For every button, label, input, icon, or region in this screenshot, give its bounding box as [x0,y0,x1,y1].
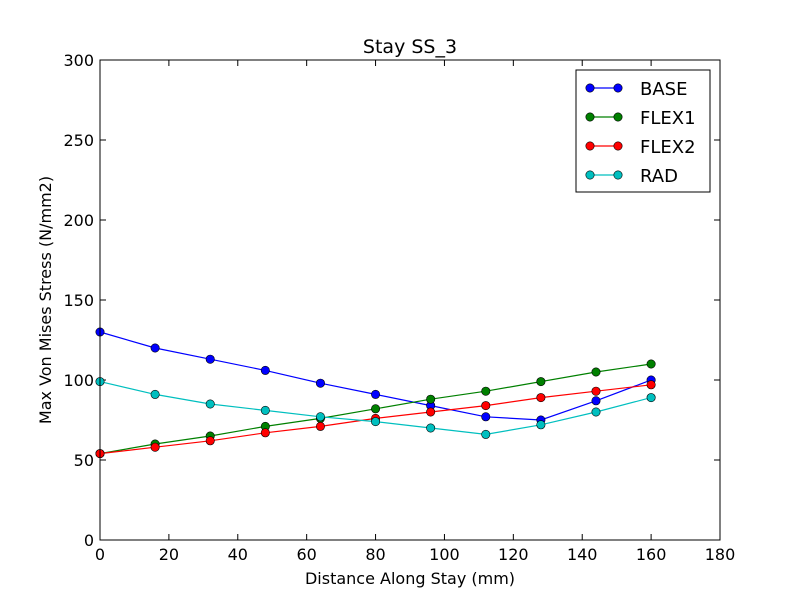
data-point-rad [315,412,325,422]
legend-swatch-marker [613,170,623,180]
series-flex1 [95,359,656,459]
x-tick-label: 40 [228,545,248,564]
legend-swatch-marker [613,112,623,122]
axis-ticks: 0 20 40 60 80 100 120 140 160 180 0 50 100 150 200 250 3… [63,51,735,564]
chart-title: Stay SS_3 [363,36,457,58]
y-tick-label: 250 [63,131,94,150]
data-point-flex2 [205,436,215,446]
y-tick-label: 100 [63,371,94,390]
legend-swatch-marker [613,83,623,93]
data-point-base [591,396,601,406]
series-rad [95,377,656,439]
data-point-rad [205,399,215,409]
data-point-base [205,354,215,364]
y-tick-label: 200 [63,211,94,230]
x-tick-label: 20 [159,545,179,564]
x-tick-label: 120 [498,545,529,564]
data-point-flex2 [536,393,546,403]
x-tick-label: 100 [429,545,460,564]
y-tick-label: 0 [84,531,94,550]
data-point-base [315,378,325,388]
plot-area-frame [99,59,721,541]
data-point-flex2 [591,386,601,396]
data-point-flex2 [646,380,656,390]
x-tick-label: 0 [95,545,105,564]
data-point-flex1 [481,386,491,396]
data-point-flex1 [536,377,546,387]
legend-label: BASE [640,79,687,100]
data-point-flex1 [426,394,436,404]
x-tick-label: 140 [567,545,598,564]
legend-box [575,69,711,193]
data-point-flex2 [260,428,270,438]
y-axis-label: Max Von Mises Stress (N/mm2) [36,176,55,424]
data-point-flex1 [591,367,601,377]
legend: BASE FLEX1 FLEX2 RAD [575,69,711,193]
legend-swatch-marker [585,141,595,151]
data-point-rad [481,429,491,439]
data-point-base [481,412,491,422]
legend-label: FLEX2 [640,137,696,158]
data-point-base [260,365,270,375]
data-point-rad [150,389,160,399]
data-point-rad [591,407,601,417]
y-tick-label: 50 [74,451,94,470]
legend-label: RAD [640,166,678,187]
data-point-base [150,343,160,353]
data-point-rad [426,423,436,433]
x-tick-label: 80 [365,545,385,564]
y-tick-label: 300 [63,51,94,70]
legend-swatch-marker [585,170,595,180]
legend-swatch-marker [613,141,623,151]
data-point-flex2 [150,442,160,452]
data-point-flex1 [646,359,656,369]
data-point-rad [371,417,381,427]
data-point-flex2 [426,407,436,417]
legend-swatch-marker [585,83,595,93]
data-point-flex2 [481,401,491,411]
data-point-base [371,389,381,399]
data-point-rad [646,393,656,403]
data-point-rad [260,405,270,415]
y-tick-label: 150 [63,291,94,310]
x-tick-label: 60 [296,545,316,564]
series-layer [95,327,656,459]
data-point-flex2 [315,421,325,431]
data-point-rad [536,420,546,430]
x-tick-label: 180 [705,545,736,564]
x-tick-label: 160 [636,545,667,564]
legend-label: FLEX1 [640,108,696,129]
data-point-flex1 [371,404,381,414]
legend-swatch-marker [585,112,595,122]
x-axis-label: Distance Along Stay (mm) [305,569,515,588]
